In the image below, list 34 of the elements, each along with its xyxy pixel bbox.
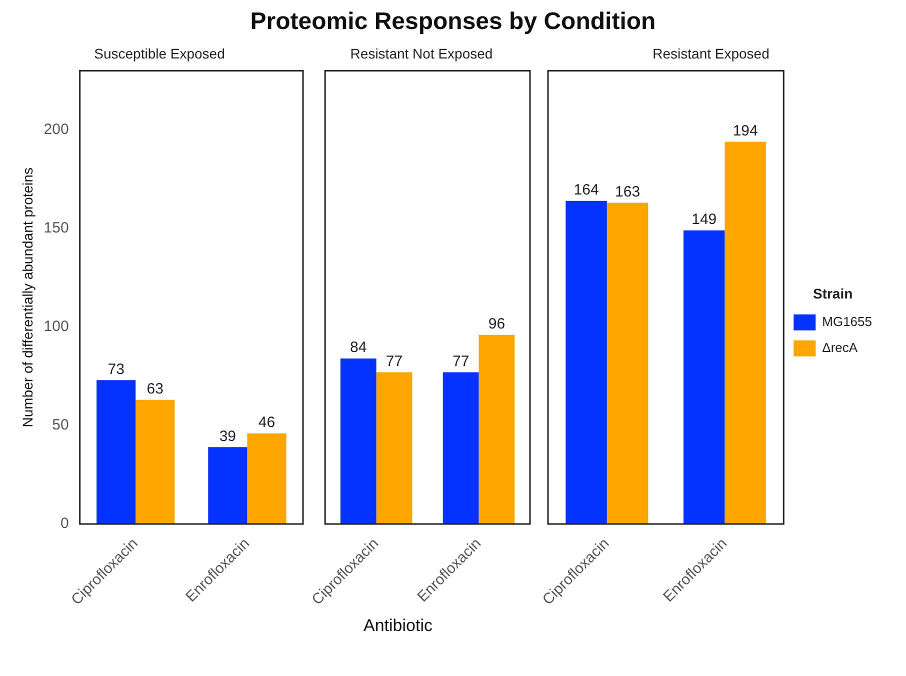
data-label: 46 [258, 414, 276, 431]
legend-title: Strain [812, 285, 853, 302]
legend-label: ΔrecA [822, 340, 858, 355]
bar [136, 400, 175, 524]
x-axis-title: Antibiotic [362, 616, 434, 636]
legend-label: MG1655 [822, 314, 872, 329]
y-tick-label: 200 [44, 121, 69, 138]
data-label: 194 [732, 122, 758, 140]
y-tick-label: 0 [60, 515, 69, 532]
chart-subtitle: Susceptible Exposed [94, 45, 225, 62]
data-label: 39 [219, 428, 236, 445]
bar [566, 200, 607, 524]
y-tick-label: 100 [44, 318, 69, 336]
y-tick-label: 50 [52, 416, 69, 434]
data-label: 73 [108, 360, 124, 378]
bar [724, 142, 766, 524]
text: Proteomic Responses by Condition [249, 8, 657, 36]
y-tick-label: 150 [44, 220, 69, 237]
data-label: 163 [615, 183, 640, 200]
data-label: 96 [488, 315, 506, 332]
chart-subtitle: Resistant Not Exposed [350, 45, 493, 62]
data-label: 77 [452, 352, 470, 370]
data-label: 84 [350, 339, 367, 356]
bar [208, 447, 248, 524]
data-label: 164 [574, 181, 599, 198]
y-axis-title: Number of differentially abundant proteins [19, 168, 36, 428]
bar [96, 380, 136, 524]
bar [683, 230, 725, 524]
chart-subtitle: Resistant Exposed [652, 45, 770, 62]
bar [247, 433, 286, 524]
data-label: 63 [146, 380, 164, 398]
data-label: 149 [692, 211, 717, 228]
bar [606, 202, 648, 524]
data-label: 77 [386, 352, 403, 370]
